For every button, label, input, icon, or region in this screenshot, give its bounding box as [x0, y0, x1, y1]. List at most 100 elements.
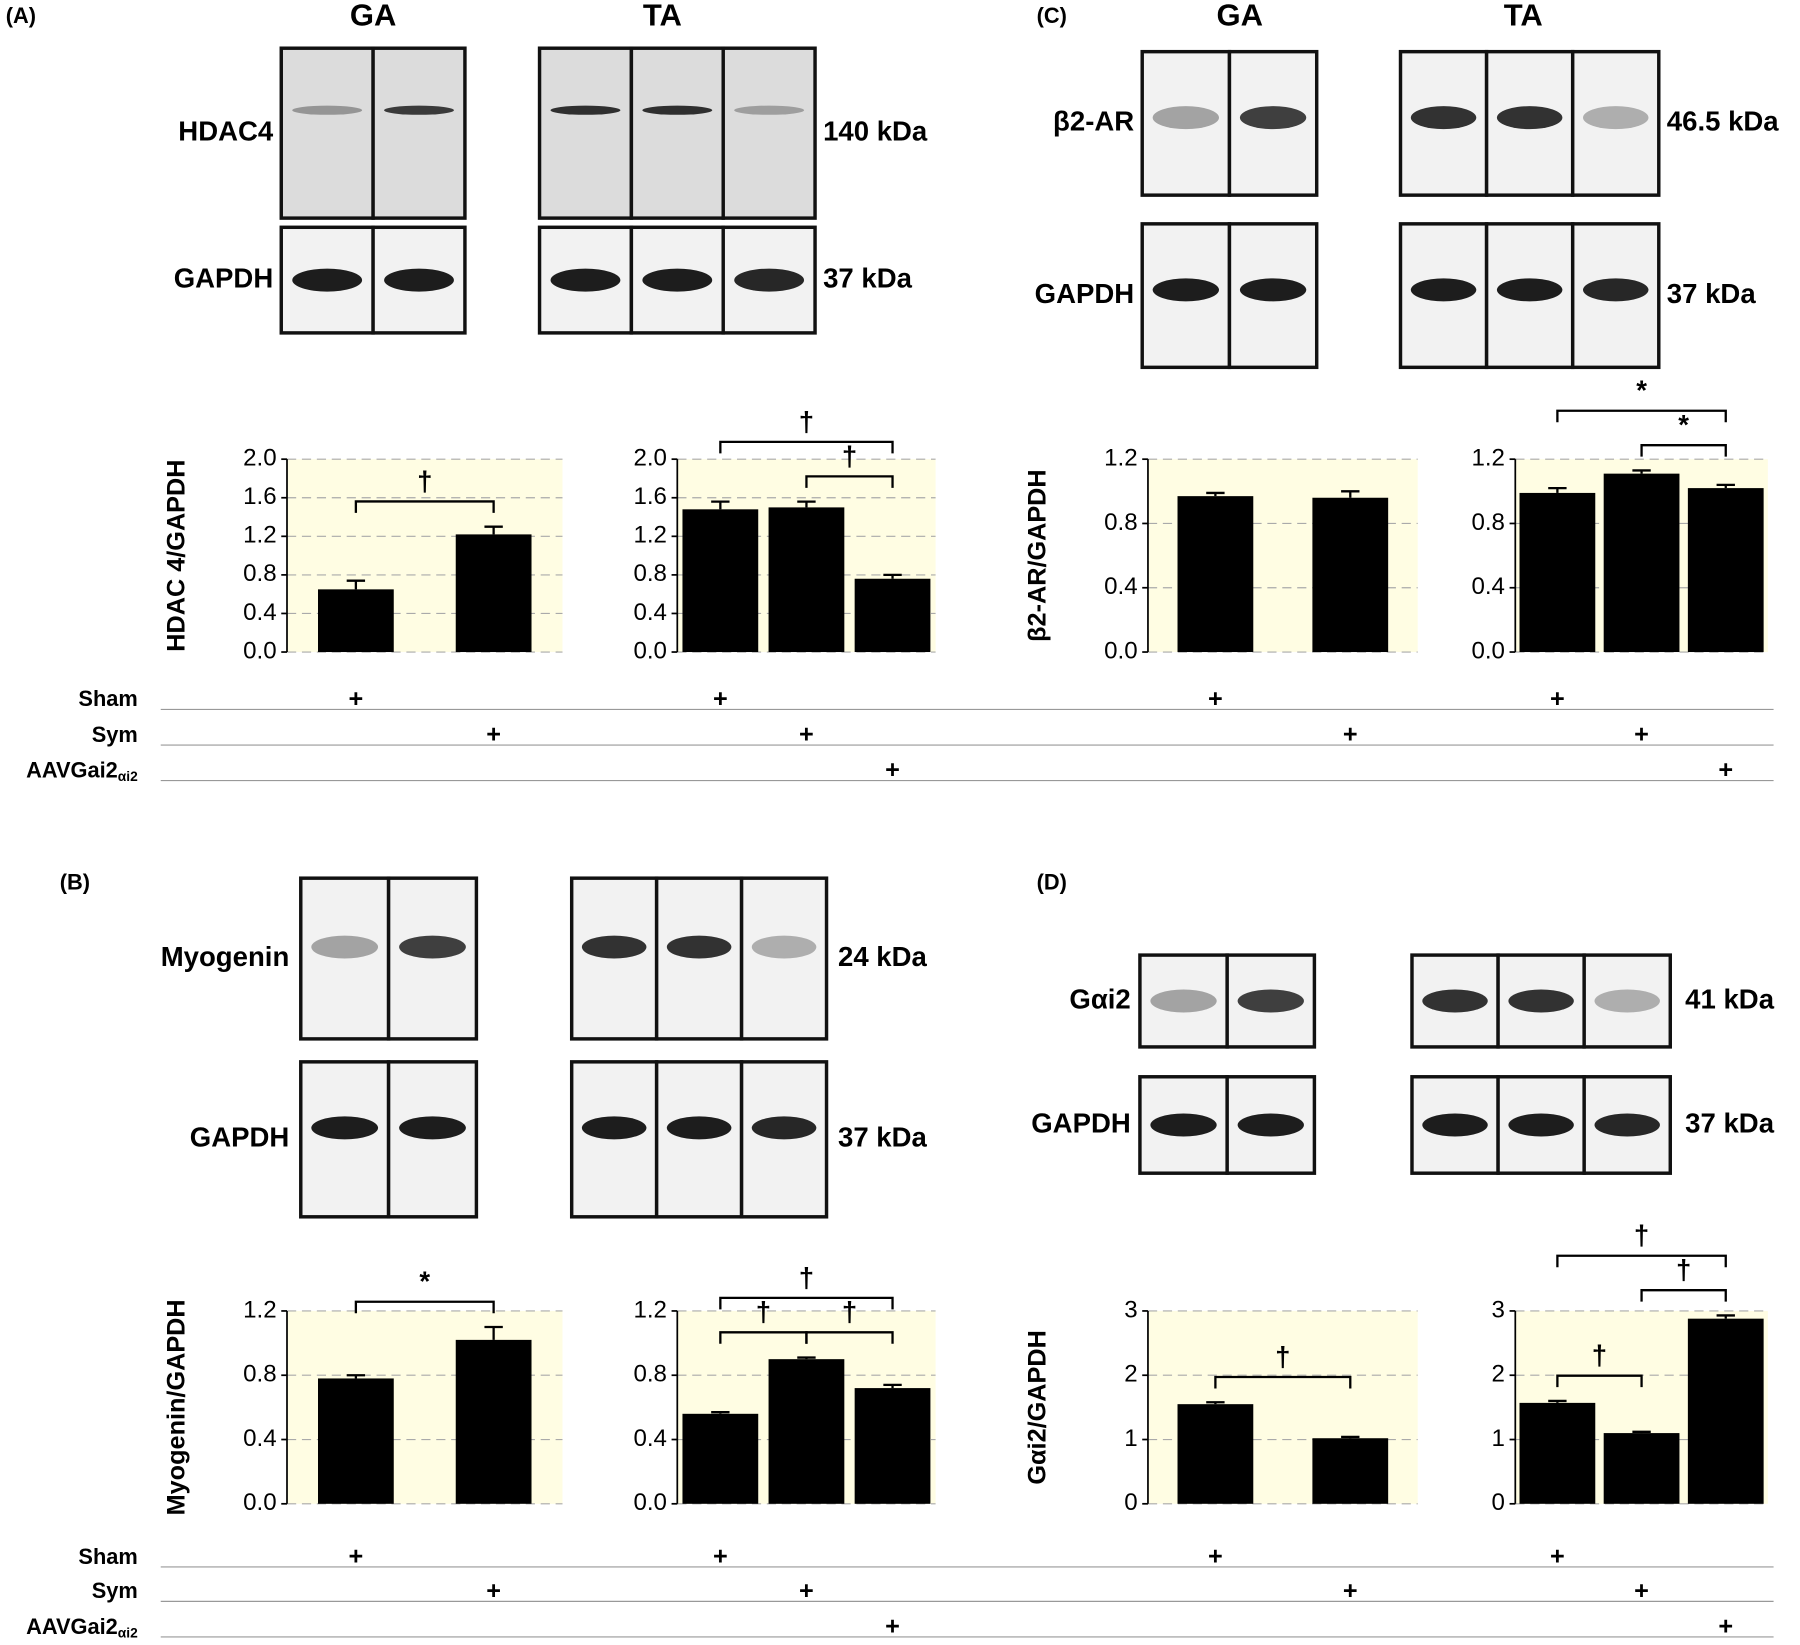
significance-label: *: [1636, 375, 1647, 406]
significance-bracket: [1640, 1289, 1727, 1302]
blot-name: GAPDH: [174, 262, 273, 293]
column-header: TA: [643, 0, 682, 32]
blot-lane: [371, 46, 467, 220]
y-tick-label: 2.0: [633, 445, 667, 472]
blot-band: [384, 268, 454, 292]
blot-lane: [654, 1060, 744, 1219]
blot-lane: [629, 46, 725, 220]
significance-bracket: [354, 500, 495, 513]
blot-lane: [1570, 49, 1661, 197]
significance-bracket: [805, 475, 894, 488]
significance-label: *: [1678, 409, 1689, 440]
blot-band: [751, 1116, 817, 1140]
bar: [854, 578, 931, 653]
category-mark: +: [885, 1612, 900, 1640]
blot-size: 37 kDa: [823, 262, 913, 293]
category-mark: +: [1550, 685, 1565, 713]
y-tick-label: 0.4: [633, 599, 667, 626]
blot-name: GAPDH: [1031, 1107, 1130, 1138]
significance-label: †: [842, 1296, 857, 1327]
row-label-text: AAVGai2: [26, 757, 118, 782]
blot-band: [1150, 989, 1217, 1013]
y-tick-label: 3: [1492, 1296, 1505, 1323]
bar: [768, 507, 845, 653]
significance-label: †: [1676, 1254, 1691, 1285]
significance-bracket: [1556, 1374, 1643, 1388]
bar: [768, 1359, 845, 1504]
bar: [682, 509, 759, 653]
y-tick-label: 0.0: [633, 637, 667, 664]
blot-lane: [1582, 953, 1672, 1049]
blot-name: GAPDH: [190, 1122, 289, 1153]
bar: [455, 1339, 532, 1504]
y-tick-label: 1.2: [243, 1296, 276, 1323]
y-tick-label: 1.2: [633, 522, 667, 549]
blot-band: [1152, 278, 1219, 302]
blot-band: [1422, 1113, 1488, 1137]
blot-lane: [1140, 49, 1232, 197]
blot-band: [1496, 106, 1563, 130]
category-mark: +: [486, 1577, 501, 1605]
panel-label: (C): [1037, 3, 1067, 28]
row-label: Sym: [92, 722, 138, 747]
row-label: Sham: [78, 1544, 137, 1569]
significance-label: †: [842, 440, 857, 471]
y-tick-label: 0.0: [243, 1489, 276, 1516]
blot-size: 46.5 kDa: [1667, 106, 1779, 137]
blot-lane: [537, 46, 634, 220]
y-tick-label: 0.4: [243, 1425, 276, 1452]
bar: [317, 1378, 394, 1504]
row-label: AAVGai2αi2: [26, 757, 138, 784]
blot-band: [1508, 1113, 1574, 1137]
blot-band: [1410, 278, 1477, 302]
significance-label: †: [756, 1296, 771, 1327]
row-label-text: Sym: [92, 1578, 138, 1603]
y-tick-label: 0.8: [243, 560, 276, 587]
category-mark: +: [799, 721, 814, 749]
category-mark: +: [1343, 721, 1358, 749]
blot-band: [1594, 1113, 1660, 1137]
bar: [682, 1413, 759, 1504]
y-tick-label: 2: [1492, 1361, 1505, 1388]
bar: [1519, 1402, 1596, 1504]
y-tick-label: 0.8: [633, 560, 667, 587]
blot-band: [399, 1116, 466, 1140]
row-label-text: Sham: [78, 686, 137, 711]
y-tick-label: 0.0: [243, 637, 276, 664]
blot-name: HDAC4: [178, 115, 274, 146]
bar: [1603, 473, 1680, 653]
column-header: TA: [1504, 0, 1543, 32]
blot-band: [642, 268, 713, 292]
y-tick-label: 0.8: [1104, 509, 1138, 536]
panel-label: (D): [1037, 870, 1067, 895]
significance-label: †: [1592, 1340, 1607, 1371]
y-tick-label: 0.0: [633, 1489, 667, 1516]
blot-size: 37 kDa: [1667, 278, 1757, 309]
y-tick-label: 1.6: [243, 483, 276, 510]
y-axis-label: β2-AR/GAPDH: [1024, 469, 1052, 642]
blot-size: 37 kDa: [1685, 1107, 1775, 1138]
blot-band: [666, 1116, 732, 1140]
significance-label: †: [799, 406, 814, 437]
y-tick-label: 0.4: [243, 599, 276, 626]
y-tick-label: 0: [1492, 1489, 1505, 1516]
blot-band: [1152, 106, 1219, 130]
blot-band: [1150, 1113, 1217, 1137]
bar: [1603, 1433, 1680, 1504]
category-mark: +: [1208, 685, 1223, 713]
blot-band: [642, 105, 713, 115]
blot-lane: [739, 876, 829, 1041]
y-tick-label: 1: [1492, 1425, 1505, 1452]
row-label-text: Sym: [92, 722, 138, 747]
y-axis-label: Gαi2/GAPDH: [1024, 1330, 1052, 1484]
blot-band: [666, 935, 732, 959]
blot-band: [384, 105, 454, 115]
category-mark: +: [1208, 1542, 1223, 1570]
row-label: Sym: [92, 1578, 138, 1603]
blot-name: Myogenin: [161, 941, 290, 972]
category-mark: +: [713, 1542, 728, 1570]
significance-bracket: [1640, 444, 1727, 457]
blot-lane: [721, 46, 817, 220]
category-mark: +: [349, 685, 364, 713]
